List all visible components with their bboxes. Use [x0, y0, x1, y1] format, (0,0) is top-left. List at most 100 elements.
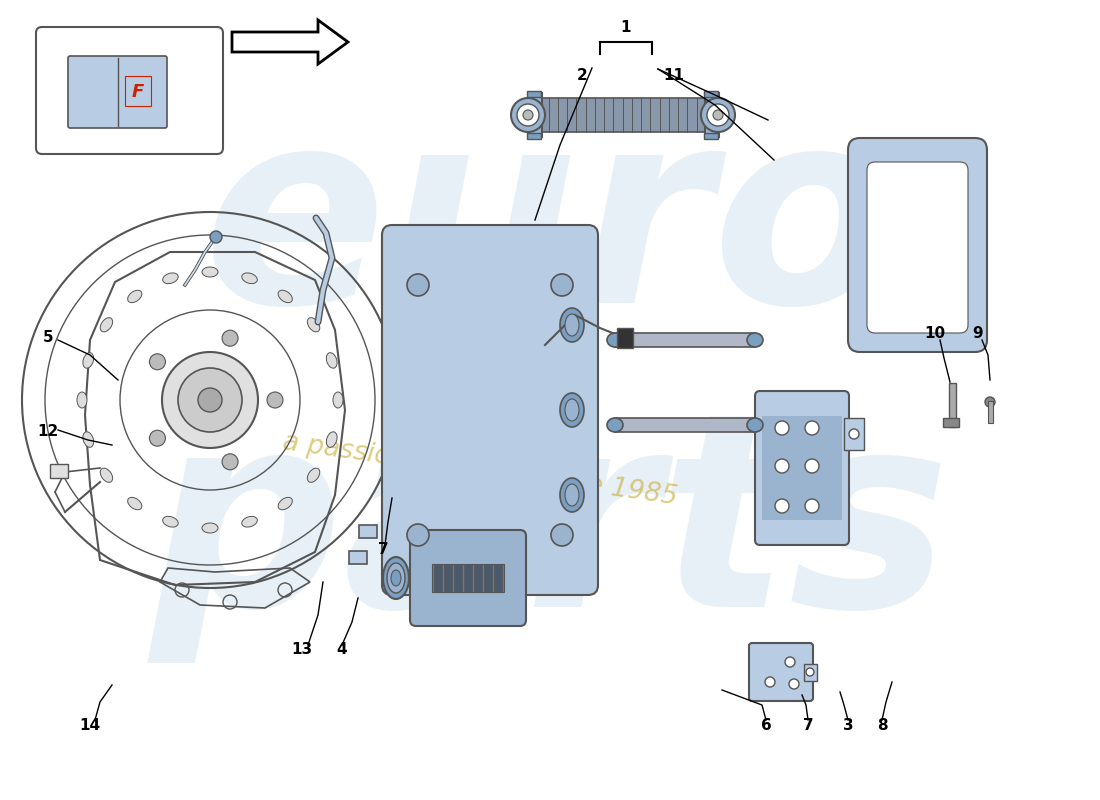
Text: 14: 14: [79, 718, 100, 734]
Ellipse shape: [128, 290, 142, 302]
Text: 7: 7: [377, 542, 388, 558]
Ellipse shape: [327, 353, 337, 368]
Text: euro
parts: euro parts: [150, 98, 950, 662]
Bar: [434, 564, 442, 592]
Bar: [474, 564, 482, 592]
Text: F: F: [132, 83, 144, 101]
Bar: [762, 416, 842, 520]
Circle shape: [222, 454, 238, 470]
Bar: [494, 564, 502, 592]
Bar: [527, 133, 541, 139]
Circle shape: [764, 677, 776, 687]
FancyBboxPatch shape: [867, 162, 968, 333]
Ellipse shape: [242, 516, 257, 527]
Bar: [349, 551, 367, 564]
FancyBboxPatch shape: [848, 138, 987, 352]
Ellipse shape: [560, 308, 584, 342]
Circle shape: [785, 657, 795, 667]
Bar: [943, 418, 959, 427]
Circle shape: [210, 231, 222, 243]
Circle shape: [407, 274, 429, 296]
Circle shape: [805, 421, 820, 435]
Ellipse shape: [77, 392, 87, 408]
Bar: [464, 564, 472, 592]
Bar: [484, 564, 492, 592]
Bar: [705, 93, 719, 137]
Ellipse shape: [307, 318, 320, 332]
Circle shape: [805, 459, 820, 473]
Text: 1: 1: [620, 20, 631, 35]
Text: 12: 12: [37, 425, 58, 439]
Text: 10: 10: [924, 326, 946, 342]
Polygon shape: [232, 20, 348, 64]
Bar: [432, 564, 504, 592]
Text: 2: 2: [576, 67, 587, 82]
Circle shape: [806, 668, 814, 676]
Circle shape: [776, 459, 789, 473]
Ellipse shape: [278, 290, 293, 302]
Ellipse shape: [163, 273, 178, 284]
Circle shape: [776, 499, 789, 513]
Bar: [704, 133, 718, 139]
Text: 11: 11: [663, 67, 684, 82]
Bar: [704, 91, 718, 97]
Ellipse shape: [747, 418, 763, 432]
FancyBboxPatch shape: [749, 643, 813, 701]
Bar: [50, 464, 68, 478]
Ellipse shape: [565, 484, 579, 506]
Ellipse shape: [713, 110, 723, 120]
Ellipse shape: [522, 110, 534, 120]
Circle shape: [551, 524, 573, 546]
Circle shape: [776, 421, 789, 435]
Ellipse shape: [383, 557, 409, 599]
Ellipse shape: [307, 468, 320, 482]
FancyBboxPatch shape: [68, 56, 167, 128]
Text: a passion for parts since 1985: a passion for parts since 1985: [280, 430, 679, 510]
Ellipse shape: [82, 432, 94, 447]
Ellipse shape: [707, 104, 729, 126]
Ellipse shape: [747, 333, 763, 347]
Bar: [949, 383, 956, 427]
Text: 13: 13: [292, 642, 312, 658]
Bar: [988, 401, 993, 423]
Ellipse shape: [390, 570, 402, 586]
Circle shape: [178, 368, 242, 432]
Circle shape: [805, 499, 820, 513]
FancyBboxPatch shape: [410, 530, 526, 626]
Text: 8: 8: [877, 718, 888, 734]
Bar: [844, 418, 864, 450]
Text: 3: 3: [843, 718, 854, 734]
Circle shape: [551, 274, 573, 296]
Ellipse shape: [517, 104, 539, 126]
Ellipse shape: [333, 392, 343, 408]
Ellipse shape: [512, 98, 544, 132]
Bar: [804, 664, 817, 681]
Circle shape: [150, 430, 165, 446]
Ellipse shape: [607, 418, 623, 432]
FancyBboxPatch shape: [382, 225, 598, 595]
Circle shape: [984, 397, 996, 407]
Bar: [125, 76, 151, 106]
Ellipse shape: [387, 563, 405, 593]
Bar: [617, 328, 632, 348]
Ellipse shape: [202, 267, 218, 277]
Bar: [359, 525, 377, 538]
Bar: [615, 333, 755, 347]
Circle shape: [150, 354, 165, 370]
Text: 7: 7: [803, 718, 813, 734]
Ellipse shape: [701, 98, 735, 132]
Text: 9: 9: [972, 326, 983, 342]
Ellipse shape: [560, 393, 584, 427]
Ellipse shape: [242, 273, 257, 284]
Text: 6: 6: [760, 718, 771, 734]
Ellipse shape: [327, 432, 337, 447]
Ellipse shape: [100, 318, 112, 332]
Text: 4: 4: [337, 642, 348, 658]
Ellipse shape: [82, 353, 94, 368]
Bar: [615, 418, 755, 432]
Circle shape: [789, 679, 799, 689]
Ellipse shape: [163, 516, 178, 527]
Circle shape: [849, 429, 859, 439]
FancyBboxPatch shape: [36, 27, 223, 154]
Bar: [527, 91, 541, 97]
